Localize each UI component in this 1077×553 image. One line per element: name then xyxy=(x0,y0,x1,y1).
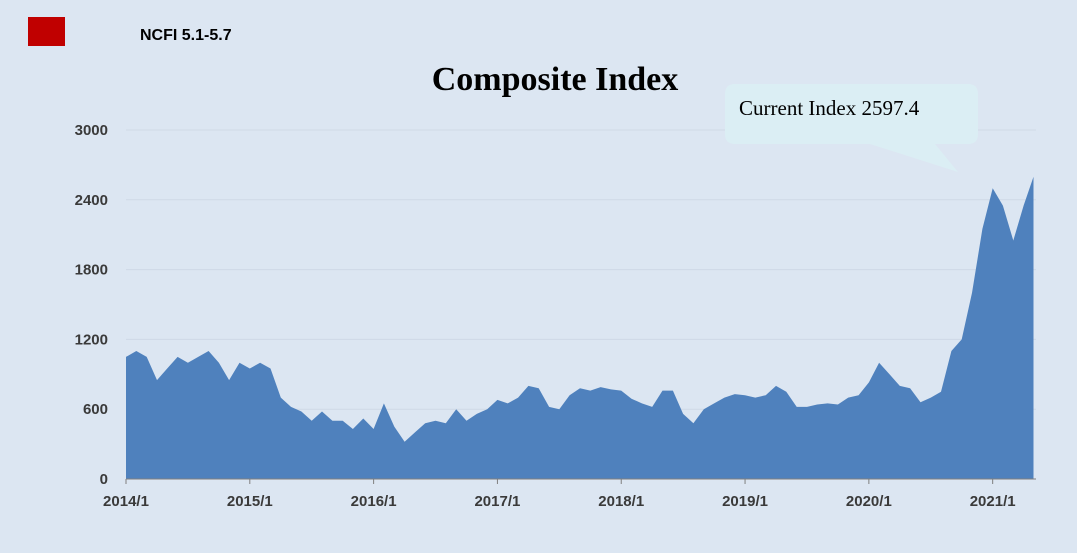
x-tick-label: 2018/1 xyxy=(598,493,644,510)
x-tick-label: 2017/1 xyxy=(474,493,520,510)
y-tick-label: 0 xyxy=(100,471,108,488)
annotation: Current Index 2597.4 xyxy=(739,96,920,120)
x-tick-label: 2021/1 xyxy=(970,493,1016,510)
y-tick-label: 2400 xyxy=(75,192,108,209)
area xyxy=(126,176,1034,480)
y-tick-label: 1200 xyxy=(75,331,108,348)
chart-title: Composite Index xyxy=(432,61,679,98)
x-tick-label: 2015/1 xyxy=(227,493,273,510)
y-tick-label: 1800 xyxy=(75,262,108,279)
x-tick-label: 2019/1 xyxy=(722,493,768,510)
x-tick-label: 2014/1 xyxy=(103,493,149,510)
y-tick-label: 600 xyxy=(83,401,108,418)
x-tick-label: 2020/1 xyxy=(846,493,892,510)
header: NCFI 5.1-5.7 xyxy=(140,27,232,44)
x-tick-label: 2016/1 xyxy=(351,493,397,510)
callout xyxy=(725,84,978,172)
y-tick-label: 3000 xyxy=(75,122,108,139)
badge xyxy=(28,17,65,46)
